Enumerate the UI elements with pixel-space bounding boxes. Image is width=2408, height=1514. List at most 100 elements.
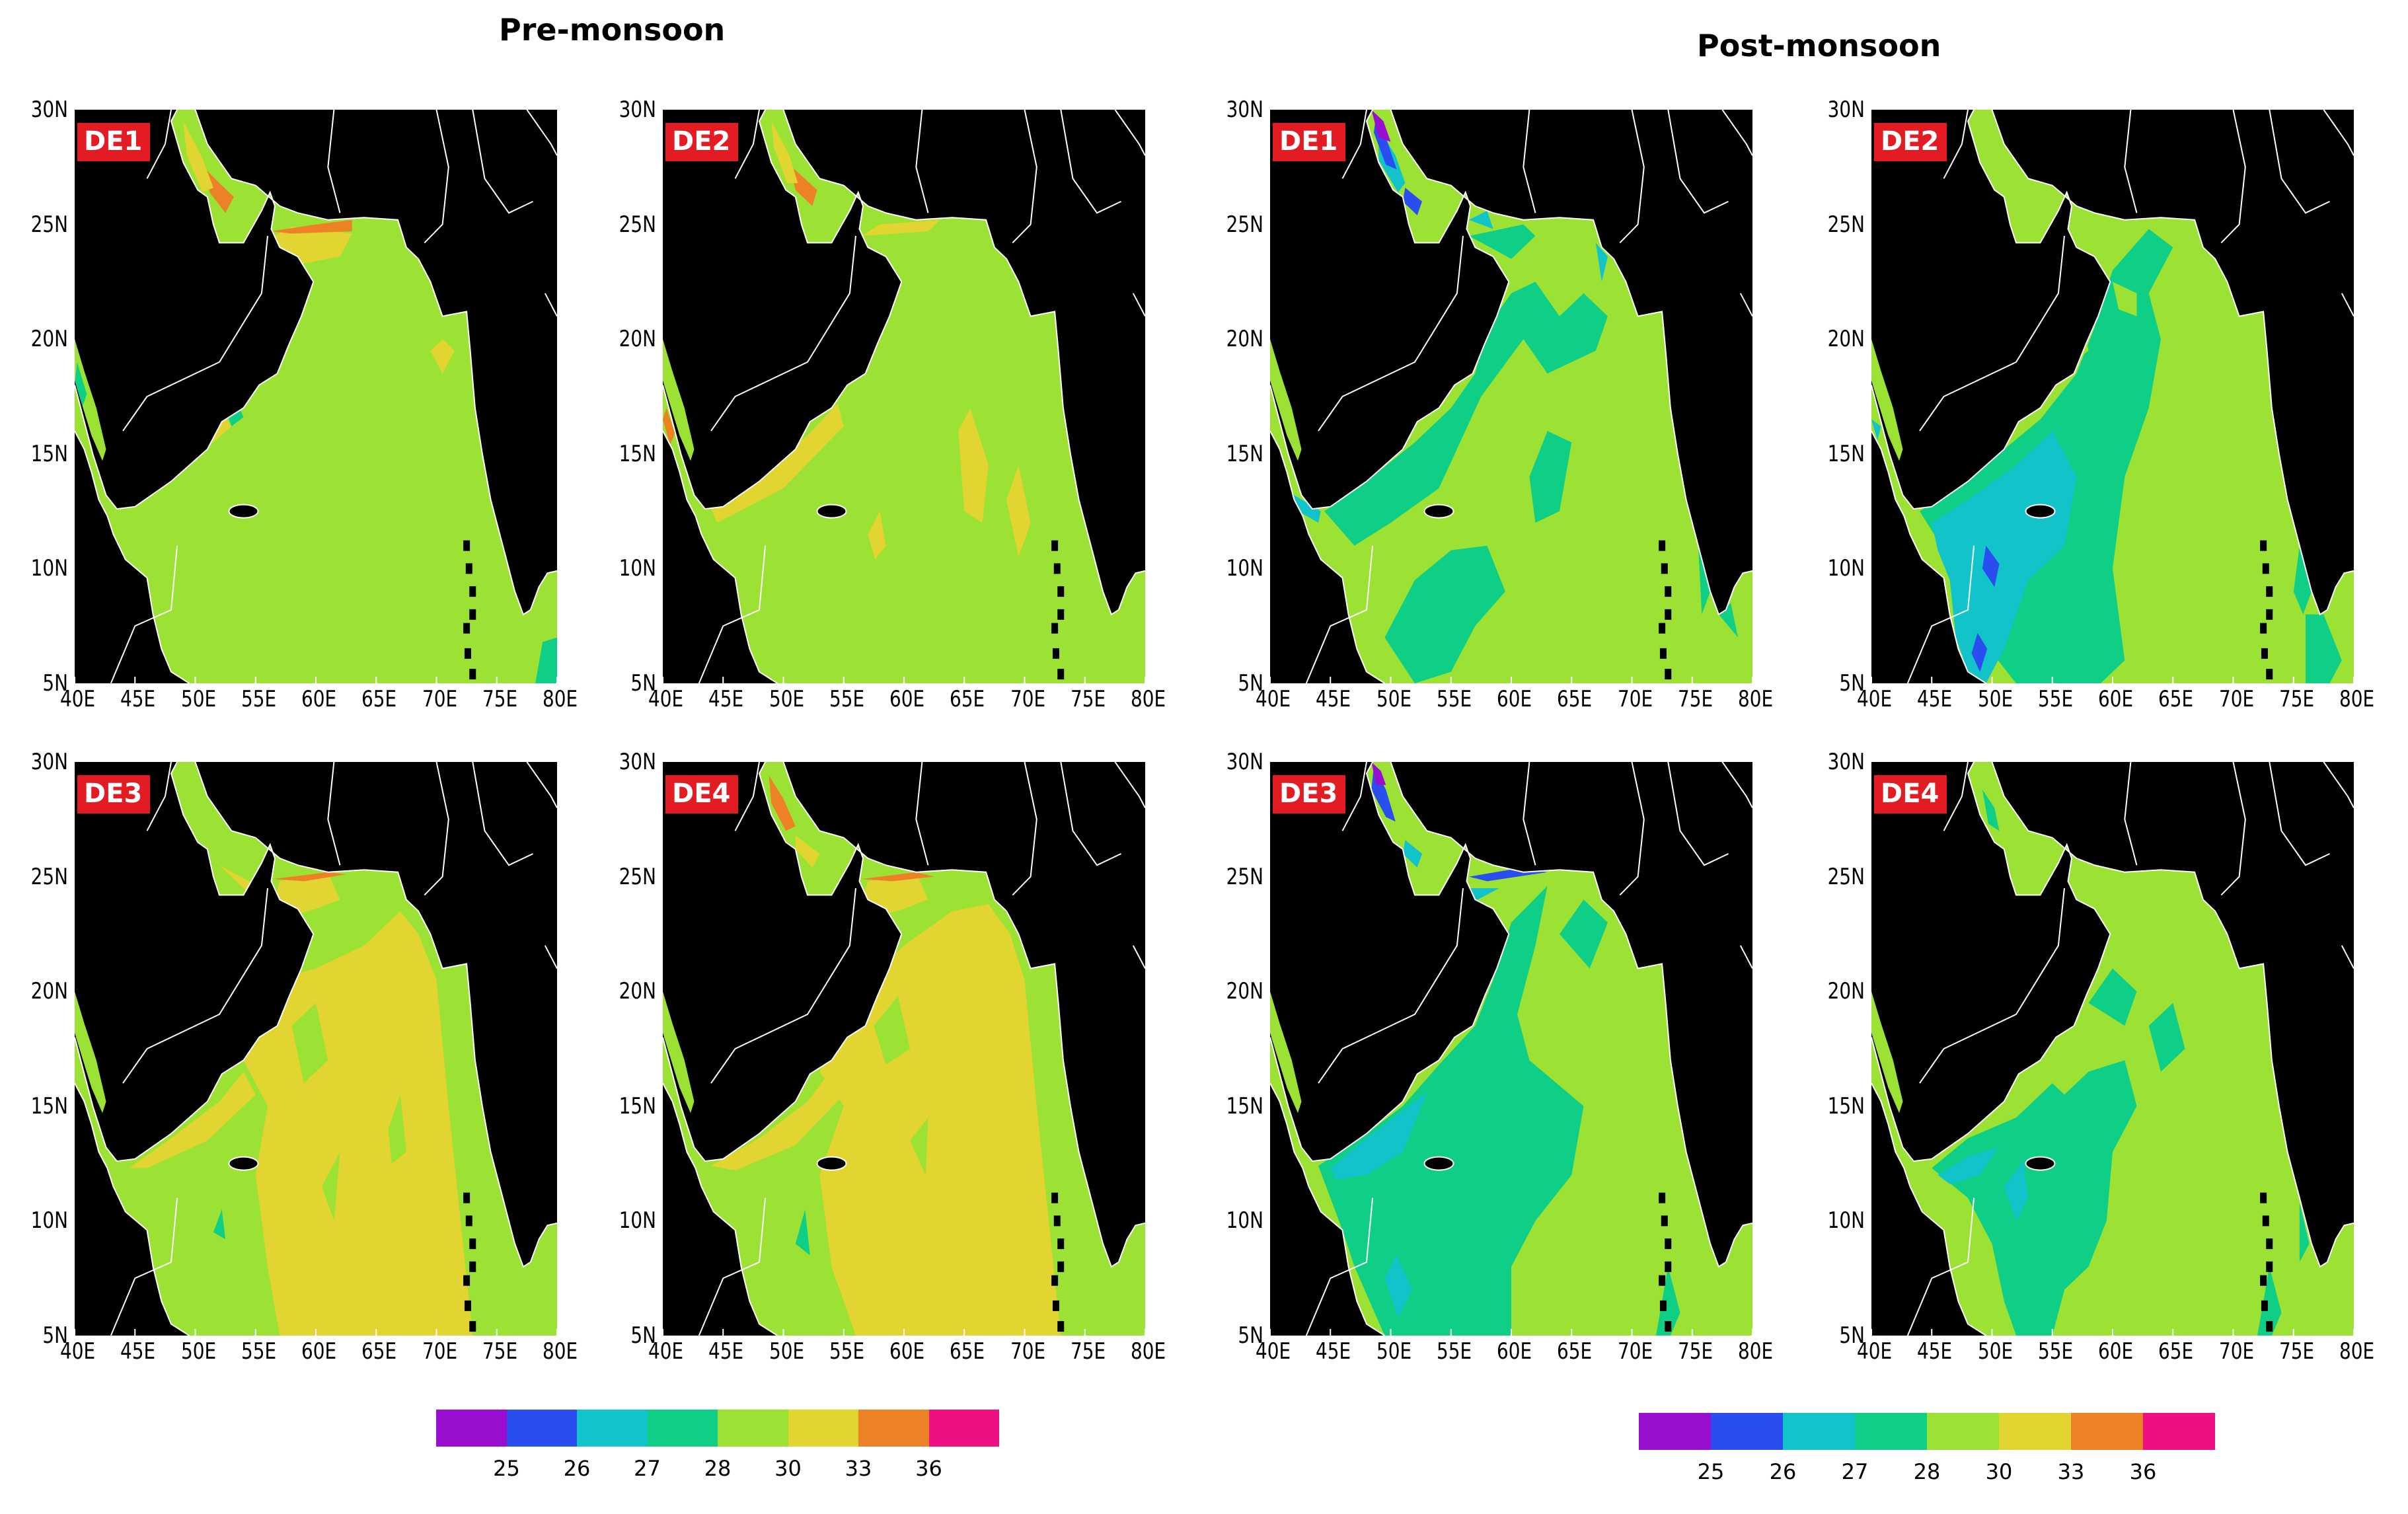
map-panel-pre-de1: DE1: [75, 110, 557, 683]
colorbar-swatch: [1711, 1413, 1783, 1450]
island-mark: [1659, 623, 1666, 634]
lat-tick-label: 10N: [1827, 555, 1865, 582]
coastline: [2323, 110, 2354, 156]
island-mark: [469, 586, 476, 597]
coastline: [1390, 110, 1752, 616]
lat-tick-label: 30N: [1226, 749, 1263, 775]
colorbar-swatch: [2143, 1413, 2215, 1450]
coastline: [2124, 110, 2138, 213]
lat-tick-label: 10N: [1226, 1207, 1263, 1234]
lon-tick-label: 65E: [2158, 1338, 2194, 1365]
lon-tick-label: 75E: [482, 1338, 517, 1365]
island-mark: [1052, 648, 1059, 659]
lon-tick-label: 60E: [889, 686, 925, 712]
colorbar-swatch: [577, 1410, 648, 1447]
lat-tick-label: 20N: [619, 978, 656, 1005]
coastline: [2220, 762, 2246, 896]
sss-map: [1871, 762, 2354, 1336]
sss-contour-green: [388, 1094, 406, 1164]
island-mark: [1665, 1261, 1672, 1272]
coastline: [1991, 762, 2354, 1268]
colorbar-swatch: [1927, 1413, 1999, 1450]
colorbar-swatch: [647, 1410, 718, 1447]
lon-tick-label: 45E: [1917, 1338, 1953, 1365]
island-mark: [1659, 648, 1667, 659]
colorbar-label: 36: [2129, 1459, 2157, 1484]
coastline: [1318, 888, 1464, 1084]
lat-tick-label: 10N: [619, 1207, 656, 1234]
sss-contour-orange: [789, 165, 817, 206]
coastline: [734, 762, 760, 831]
sss-contour-teal: [2293, 545, 2312, 615]
lat-tick-label: 5N: [1238, 670, 1263, 697]
coastline: [122, 235, 268, 432]
coastline: [915, 762, 929, 866]
coastline: [1667, 762, 1729, 866]
lon-tick-label: 70E: [422, 1338, 457, 1365]
coastline: [1871, 430, 1986, 683]
lat-tick-label: 5N: [42, 670, 68, 697]
lat-tick-label: 25N: [619, 211, 656, 238]
lon-tick-label: 50E: [769, 1338, 804, 1365]
colorbar-label: 33: [2057, 1459, 2085, 1484]
island-mark: [2266, 1238, 2273, 1250]
sss-contour-green: [910, 1117, 928, 1175]
lon-tick-label: 60E: [1497, 1338, 1532, 1365]
colorbar-label: 26: [563, 1456, 591, 1481]
coastline: [2341, 293, 2354, 317]
lon-tick-label: 70E: [1010, 686, 1045, 712]
lon-tick-label: 50E: [180, 686, 216, 712]
coastline: [526, 110, 557, 156]
colorbar-swatch: [1783, 1413, 1855, 1450]
lon-tick-label: 60E: [1497, 686, 1532, 712]
coastline: [1871, 1082, 1986, 1336]
island-mark: [1052, 1300, 1059, 1311]
sss-contour-teal: [1469, 224, 1536, 259]
lon-tick-label: 50E: [1376, 686, 1411, 712]
lat-tick-label: 30N: [30, 749, 68, 775]
island-mark: [463, 623, 470, 634]
socotra-island: [816, 1156, 847, 1171]
lat-tick-label: 10N: [1226, 555, 1263, 582]
lon-tick-label: 50E: [769, 686, 804, 712]
coastline: [1132, 293, 1145, 317]
island-mark: [2260, 1275, 2267, 1286]
island-mark: [469, 1321, 476, 1332]
coastline: [75, 762, 315, 1162]
sss-contour-orange: [769, 775, 796, 831]
coastline: [544, 945, 557, 969]
sss-contour-cyan: [1871, 419, 1881, 440]
lon-tick-label: 50E: [1977, 686, 2013, 712]
sss-contour-teal: [2299, 1202, 2310, 1262]
lat-tick-label: 10N: [1827, 1207, 1865, 1234]
sss-contour-orange: [663, 408, 675, 445]
coastline: [75, 110, 315, 510]
sss-contour-yellow: [129, 1071, 256, 1168]
colorbar-label: 36: [915, 1456, 942, 1481]
coastline: [1270, 430, 1385, 683]
lon-tick-label: 55E: [2037, 1338, 2073, 1365]
island-mark: [2262, 563, 2269, 574]
island-mark: [2266, 1261, 2273, 1272]
lat-tick-label: 25N: [1226, 211, 1263, 238]
island-mark: [1665, 609, 1672, 620]
pre-monsoon-title: Pre-monsoon: [499, 12, 726, 48]
experiment-badge: DE2: [665, 123, 739, 161]
lat-tick-label: 30N: [30, 96, 68, 123]
coastline: [1114, 110, 1145, 156]
lat-tick-label: 25N: [30, 863, 68, 890]
coastline: [327, 762, 341, 866]
lon-tick-label: 65E: [361, 1338, 397, 1365]
lon-tick-label: 55E: [241, 1338, 276, 1365]
lon-tick-label: 55E: [2037, 686, 2073, 712]
island-mark: [464, 648, 471, 659]
island-mark: [1051, 540, 1059, 551]
lat-tick-label: 10N: [619, 555, 656, 582]
map-panel-post-de1: DE1: [1270, 110, 1752, 683]
colorbar-swatch: [858, 1410, 929, 1447]
lon-tick-label: 60E: [2098, 1338, 2134, 1365]
island-mark: [465, 563, 472, 574]
island-mark: [1057, 669, 1065, 680]
island-mark: [1051, 1275, 1059, 1286]
sss-contour-teal: [213, 1209, 226, 1240]
